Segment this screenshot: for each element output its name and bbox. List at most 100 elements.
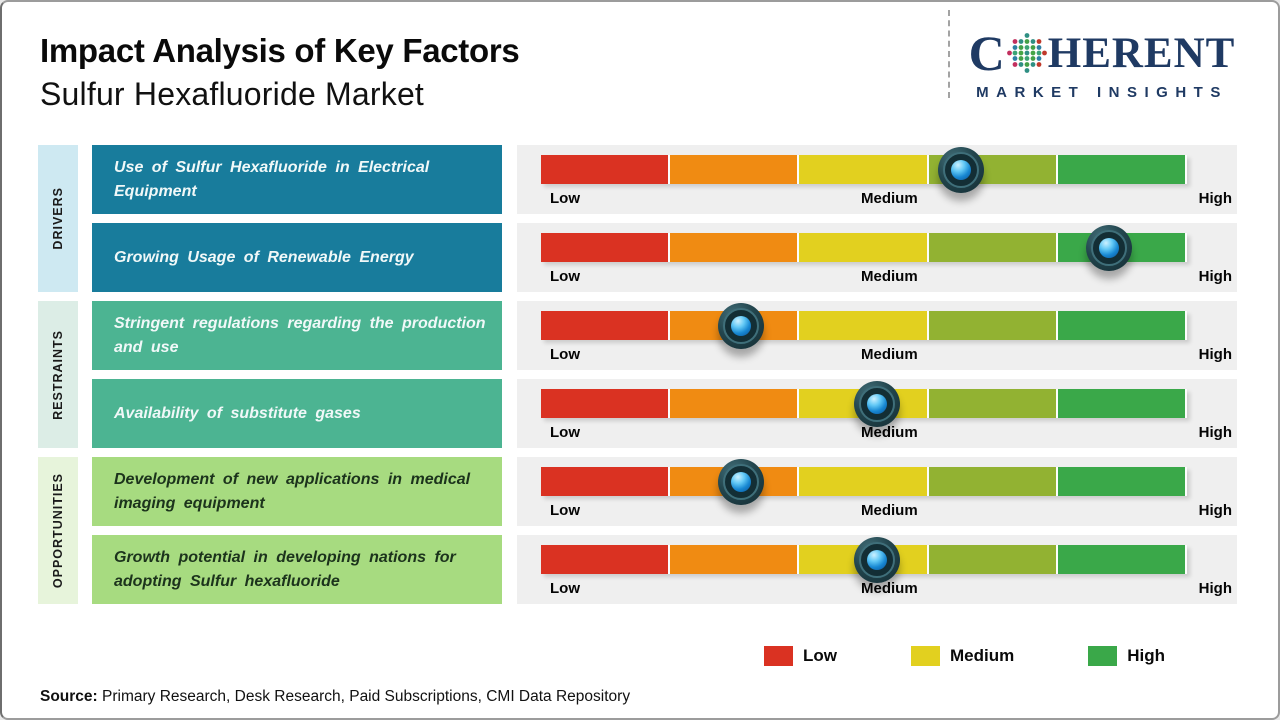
scale-segment xyxy=(799,233,929,262)
scale-segment xyxy=(541,545,671,574)
opportunities-category-label: OPPORTUNITIES xyxy=(51,472,65,589)
slider-ball-icon xyxy=(731,471,752,492)
table-row: Growth potential in developing nations f… xyxy=(92,535,1237,604)
brand-tagline: MARKET INSIGHTS xyxy=(976,84,1228,101)
impact-slider-handle[interactable] xyxy=(853,380,900,427)
scale-segment xyxy=(928,389,1058,418)
scale-segment xyxy=(1057,311,1188,340)
table-row: Use of Sulfur Hexafluoride in Electrical… xyxy=(92,145,1237,214)
factor-text: Growth potential in developing nations f… xyxy=(114,548,456,590)
impact-scale-bar xyxy=(541,536,1188,583)
scale-label-medium: Medium xyxy=(861,190,918,207)
scale-labels: Low Medium High xyxy=(550,424,1232,441)
scale-labels: Low Medium High xyxy=(550,346,1232,363)
scale-label-low: Low xyxy=(550,502,580,519)
scale-label-medium: Medium xyxy=(861,346,918,363)
table-row: Development of new applications in medic… xyxy=(92,457,1237,526)
scale-segment xyxy=(928,311,1058,340)
scale-label-high: High xyxy=(1198,268,1232,285)
slider-ball-icon xyxy=(1099,237,1120,258)
impact-slider-handle[interactable] xyxy=(718,302,765,349)
impact-bar-panel: Low Medium High xyxy=(517,301,1237,370)
slider-ball-icon xyxy=(866,393,887,414)
page-subtitle: Sulfur Hexafluoride Market xyxy=(40,76,425,112)
legend-swatch-low xyxy=(764,646,793,666)
scale-label-high: High xyxy=(1198,580,1232,597)
header: Impact Analysis of Key Factors Sulfur He… xyxy=(40,32,520,113)
scale-label-low: Low xyxy=(550,346,580,363)
scale-segment xyxy=(541,467,671,496)
legend-label-high: High xyxy=(1127,646,1166,665)
factor-label-box: Availability of substitute gases xyxy=(92,379,502,448)
legend-item-medium: Medium xyxy=(911,646,1014,666)
factor-label-box: Growth potential in developing nations f… xyxy=(92,535,502,604)
scale-label-medium: Medium xyxy=(861,580,918,597)
impact-scale-bar xyxy=(541,146,1188,193)
impact-matrix: DRIVERS Use of Sulfur Hexafluoride in El… xyxy=(38,145,1237,613)
impact-bar-panel: Low Medium High xyxy=(517,379,1237,448)
scale-labels: Low Medium High xyxy=(550,190,1232,207)
source-line: Source: Primary Research, Desk Research,… xyxy=(40,688,630,706)
slider-ball-icon xyxy=(866,549,887,570)
scale-segment xyxy=(670,233,800,262)
dotted-globe-icon xyxy=(1006,33,1047,73)
scale-segment xyxy=(1057,155,1188,184)
scale-segment xyxy=(1057,389,1188,418)
impact-slider-handle[interactable] xyxy=(1086,224,1133,271)
section-opportunities: OPPORTUNITIES Development of new applica… xyxy=(38,457,1237,604)
scale-label-medium: Medium xyxy=(861,268,918,285)
scale-label-high: High xyxy=(1198,424,1232,441)
impact-slider-handle[interactable] xyxy=(718,458,765,505)
scale-segment xyxy=(541,311,671,340)
brand-wordmark: C HERENT xyxy=(944,28,1260,78)
impact-scale-bar xyxy=(541,302,1188,349)
drivers-category-strip: DRIVERS xyxy=(38,145,78,292)
restraints-category-label: RESTRAINTS xyxy=(51,329,65,420)
factor-label-box: Use of Sulfur Hexafluoride in Electrical… xyxy=(92,145,502,214)
scale-labels: Low Medium High xyxy=(550,502,1232,519)
impact-scale-bar xyxy=(541,380,1188,427)
scale-segment xyxy=(928,467,1058,496)
impact-bar-panel: Low Medium High xyxy=(517,145,1237,214)
factor-label-box: Development of new applications in medic… xyxy=(92,457,502,526)
scale-segment xyxy=(799,155,929,184)
impact-bar-panel: Low Medium High xyxy=(517,223,1237,292)
impact-scale-bar xyxy=(541,458,1188,505)
scale-segment xyxy=(541,155,671,184)
impact-bar-panel: Low Medium High xyxy=(517,535,1237,604)
scale-label-low: Low xyxy=(550,268,580,285)
scale-label-low: Low xyxy=(550,424,580,441)
scale-label-high: High xyxy=(1198,502,1232,519)
dashed-divider xyxy=(948,10,950,98)
scale-segment xyxy=(541,233,671,262)
page-title: Impact Analysis of Key Factors xyxy=(40,32,520,69)
table-row: Growing Usage of Renewable Energy Low Me… xyxy=(92,223,1237,292)
scale-segment xyxy=(1057,545,1188,574)
factor-text: Development of new applications in medic… xyxy=(114,470,471,512)
legend-label-medium: Medium xyxy=(950,646,1015,665)
slider-ball-icon xyxy=(950,159,971,180)
legend: Low Medium High xyxy=(764,646,1165,666)
factor-text: Use of Sulfur Hexafluoride in Electrical… xyxy=(114,158,430,200)
impact-slider-handle[interactable] xyxy=(853,536,900,583)
slider-ball-icon xyxy=(731,315,752,336)
scale-label-high: High xyxy=(1198,346,1232,363)
source-text: Primary Research, Desk Research, Paid Su… xyxy=(102,688,631,705)
factor-text: Growing Usage of Renewable Energy xyxy=(114,248,414,266)
factor-text: Stringent regulations regarding the prod… xyxy=(114,314,486,356)
legend-item-low: Low xyxy=(764,646,837,666)
restraints-category-strip: RESTRAINTS xyxy=(38,301,78,448)
impact-bar-panel: Low Medium High xyxy=(517,457,1237,526)
scale-segment xyxy=(928,233,1058,262)
scale-segment xyxy=(799,467,929,496)
legend-item-high: High xyxy=(1088,646,1165,666)
drivers-category-label: DRIVERS xyxy=(51,187,65,250)
impact-slider-handle[interactable] xyxy=(937,146,984,193)
legend-swatch-high xyxy=(1088,646,1118,666)
brand-logo: C HERENT MARKET INSIGHTS xyxy=(944,28,1260,101)
legend-swatch-medium xyxy=(911,646,940,666)
scale-label-low: Low xyxy=(550,580,580,597)
scale-labels: Low Medium High xyxy=(550,268,1232,285)
scale-segment xyxy=(1057,467,1188,496)
